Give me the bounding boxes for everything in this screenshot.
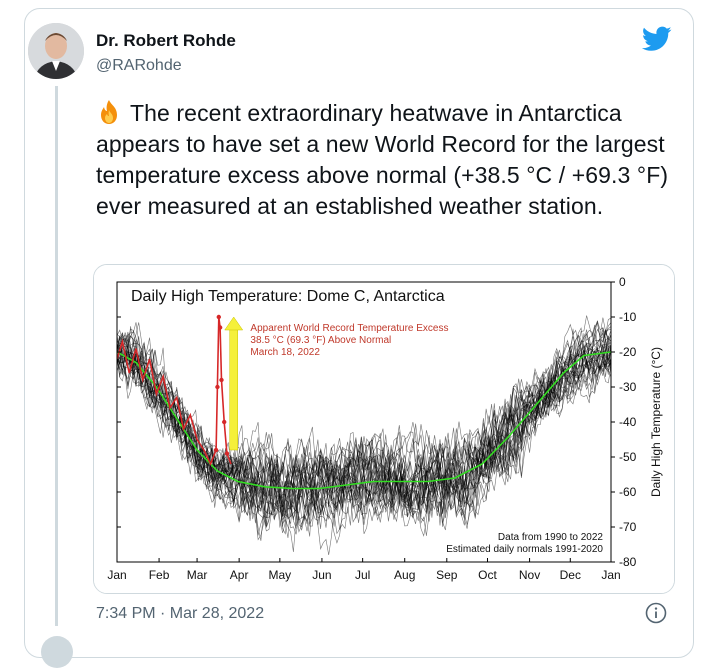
y-axis: 0 -10 -20 -30 -40 -50 -60 -70 -80 xyxy=(117,275,637,569)
excess-arrow-shaft xyxy=(229,328,238,451)
author-name[interactable]: Dr. Robert Rohde xyxy=(96,31,236,50)
y-axis-label: Daily High Temperature (°C) xyxy=(649,347,663,497)
x-tick-label: Jul xyxy=(355,568,370,582)
year-trace xyxy=(117,335,611,537)
x-tick-label: Feb xyxy=(149,568,170,582)
note-line: Data from 1990 to 2022 xyxy=(498,532,604,543)
record-year-point xyxy=(215,384,220,390)
record-year-point xyxy=(213,447,219,453)
year-trace xyxy=(117,336,611,520)
record-year-point xyxy=(224,451,230,456)
y-tick-label: 0 xyxy=(619,275,626,289)
record-year-point xyxy=(217,325,223,330)
year-trace xyxy=(117,330,611,536)
y-tick-label: -10 xyxy=(619,310,637,324)
author-avatar[interactable] xyxy=(28,23,84,79)
y-tick-label: -60 xyxy=(619,485,637,499)
reply-avatar[interactable] xyxy=(41,636,73,668)
tweet-text-body: The recent extraordinary heatwave in Ant… xyxy=(96,100,669,219)
year-trace xyxy=(117,317,611,519)
historical-year-traces xyxy=(117,315,611,556)
y-tick-label: -20 xyxy=(619,345,637,359)
x-tick-label: Apr xyxy=(230,568,249,582)
info-icon[interactable] xyxy=(645,602,667,624)
y-tick-label: -30 xyxy=(619,380,637,394)
x-tick-label: May xyxy=(269,568,292,582)
annotation-line: Apparent World Record Temperature Excess xyxy=(250,323,448,334)
x-tick-label: Mar xyxy=(187,568,208,582)
year-trace xyxy=(117,339,611,536)
record-year-point xyxy=(216,314,221,320)
x-axis: Jan Feb Mar Apr May Jun Jul Aug Sep Oct Nov Dec Jan xyxy=(107,558,621,582)
author-handle[interactable]: @RARohde xyxy=(96,57,182,74)
tweet-timestamp[interactable]: 7:34 PM · Mar 28, 2022 xyxy=(96,605,265,622)
annotation-line: March 18, 2022 xyxy=(250,347,320,358)
record-year-point xyxy=(222,419,227,425)
fire-emoji-icon xyxy=(101,100,117,124)
twitter-bird-icon[interactable] xyxy=(642,26,672,52)
x-tick-label: Jun xyxy=(312,568,331,582)
tweet-media-chart[interactable]: Daily High Temperature: Dome C, Antarcti… xyxy=(93,264,675,594)
x-tick-label: Oct xyxy=(478,568,497,582)
note-line: Estimated daily normals 1991-2020 xyxy=(446,544,603,555)
y-tick-label: -50 xyxy=(619,450,637,464)
excess-arrow-head xyxy=(224,316,244,331)
x-tick-label: Sep xyxy=(436,568,458,582)
annotation-line: 38.5 °C (69.3 °F) Above Normal xyxy=(250,335,391,346)
x-tick-label: Jan xyxy=(601,568,620,582)
chart-title: Daily High Temperature: Dome C, Antarcti… xyxy=(131,288,445,305)
y-tick-label: -70 xyxy=(619,520,637,534)
record-annotation: Apparent World Record Temperature Excess… xyxy=(224,316,448,451)
x-tick-label: Aug xyxy=(394,568,415,582)
temperature-chart: Daily High Temperature: Dome C, Antarcti… xyxy=(94,265,674,593)
y-tick-label: -40 xyxy=(619,415,637,429)
record-year-line xyxy=(117,316,232,467)
x-tick-label: Nov xyxy=(519,568,540,582)
x-tick-label: Dec xyxy=(560,568,581,582)
year-trace xyxy=(117,326,611,519)
x-tick-label: Jan xyxy=(107,568,126,582)
record-year-point xyxy=(219,377,224,383)
tweet-text: The recent extraordinary heatwave in Ant… xyxy=(96,98,671,222)
thread-line xyxy=(55,86,58,626)
year-trace xyxy=(117,328,611,527)
year-trace xyxy=(117,348,611,537)
y-tick-label: -80 xyxy=(619,555,637,569)
